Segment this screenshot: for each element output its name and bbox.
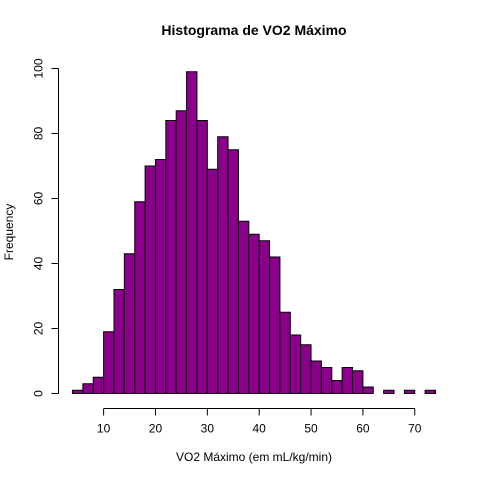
histogram-bar-5 xyxy=(123,253,136,394)
histogram-bar-6 xyxy=(134,201,146,394)
chart-title: Histograma de VO2 Máximo xyxy=(161,22,346,38)
histogram-bar-34 xyxy=(424,389,436,394)
histogram-bar-25 xyxy=(331,380,343,394)
x-axis: 10 20 30 40 50 60 70 xyxy=(97,408,422,436)
histogram-bar-13 xyxy=(206,168,219,394)
y-tick-label-100: 100 xyxy=(32,58,46,78)
y-tick-label-80: 80 xyxy=(32,127,46,141)
x-tick-label-70: 70 xyxy=(408,422,422,436)
histogram-bar-19 xyxy=(269,256,281,394)
histogram-bar-30 xyxy=(383,389,395,394)
histogram-bar-2 xyxy=(92,376,105,394)
histogram-bar-12 xyxy=(196,120,208,394)
y-tick-label-20: 20 xyxy=(32,322,46,336)
histogram-bar-0 xyxy=(72,389,84,394)
y-axis: 0 20 40 60 80 100 xyxy=(32,58,59,397)
histogram-bar-14 xyxy=(217,136,229,394)
histogram-bar-32 xyxy=(403,389,416,394)
histogram-bar-18 xyxy=(258,240,271,394)
x-tick-label-50: 50 xyxy=(304,422,318,436)
histogram-bar-7 xyxy=(144,165,156,394)
bars-group xyxy=(72,71,436,394)
x-tick-label-40: 40 xyxy=(253,422,267,436)
histogram-bar-27 xyxy=(352,370,364,394)
histogram-bar-21 xyxy=(289,334,302,394)
histogram-bar-1 xyxy=(82,383,94,394)
histogram-bar-26 xyxy=(341,367,354,394)
histogram-bar-28 xyxy=(362,386,374,394)
y-axis-label: Frequency xyxy=(2,204,16,261)
histogram-bar-15 xyxy=(227,149,239,394)
x-axis-label: VO2 Máximo (em mL/kg/min) xyxy=(176,450,332,464)
histogram-bar-16 xyxy=(237,220,250,394)
histogram-bar-8 xyxy=(154,159,167,394)
histogram-bar-9 xyxy=(165,120,177,394)
histogram-bar-20 xyxy=(279,311,291,394)
histogram-bar-11 xyxy=(186,71,198,394)
x-tick-label-20: 20 xyxy=(149,422,163,436)
y-tick-label-40: 40 xyxy=(32,257,46,271)
histogram-bar-24 xyxy=(320,367,333,394)
x-tick-label-60: 60 xyxy=(356,422,370,436)
histogram-bar-23 xyxy=(310,360,322,394)
histogram-bar-22 xyxy=(300,344,312,394)
x-tick-label-30: 30 xyxy=(201,422,215,436)
histogram-bar-17 xyxy=(248,233,260,394)
y-tick-label-60: 60 xyxy=(32,192,46,206)
histogram-bar-10 xyxy=(175,110,188,394)
y-tick-label-0: 0 xyxy=(32,390,46,397)
x-tick-label-10: 10 xyxy=(97,422,111,436)
histogram-bar-3 xyxy=(103,331,115,394)
histogram-bar-4 xyxy=(113,289,125,394)
